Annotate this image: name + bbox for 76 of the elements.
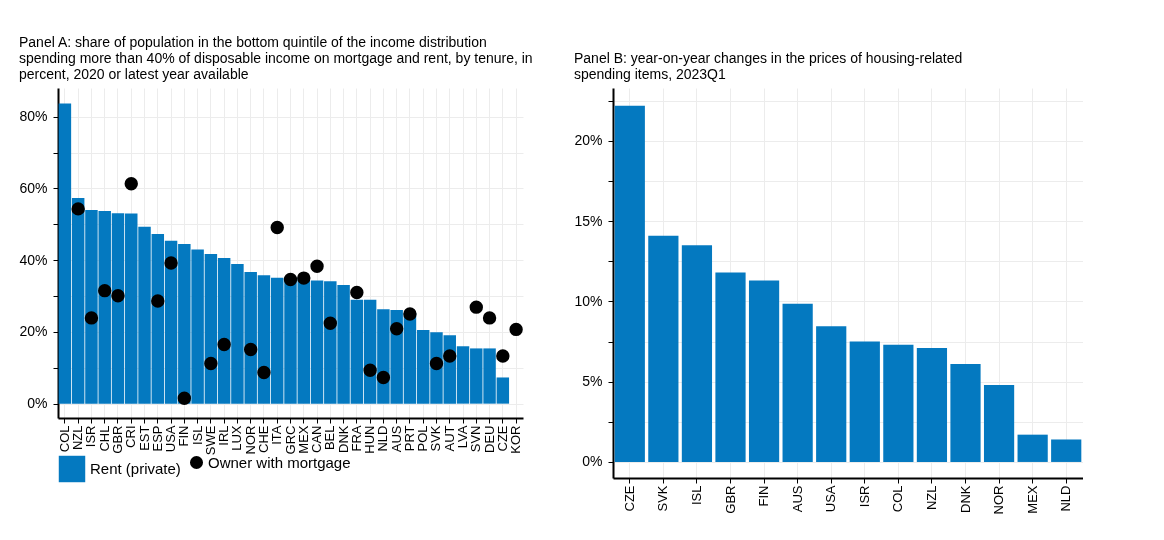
- bar: [983, 384, 1015, 462]
- x-tick-label: SWE: [202, 425, 218, 456]
- x-tick-label: KOR: [508, 425, 524, 454]
- bar: [849, 341, 880, 462]
- x-tick-label: AUT: [441, 425, 457, 452]
- x-tick-label: NZL: [923, 485, 939, 511]
- x-tick-label: SVK: [655, 485, 671, 512]
- y-tick-label: 0%: [582, 453, 603, 470]
- x-tick-label: FIN: [176, 425, 192, 447]
- x-tick-label: BEL: [322, 425, 338, 451]
- bar: [681, 245, 713, 462]
- x-tick-label: DNK: [957, 485, 973, 513]
- bar: [715, 272, 746, 462]
- x-tick-label: ISL: [189, 425, 205, 446]
- y-tick-label: 5%: [582, 373, 603, 390]
- x-tick-label: DEU: [481, 425, 497, 453]
- bar: [816, 326, 847, 462]
- x-tick-label: USA: [163, 425, 179, 453]
- y-tick-label: 20%: [19, 323, 48, 340]
- y-tick-label: 10%: [574, 292, 603, 309]
- x-tick-label: EST: [136, 425, 152, 451]
- x-tick-label: GBR: [722, 485, 738, 514]
- x-tick-label: CRI: [123, 425, 139, 448]
- x-tick-label: AUS: [388, 425, 404, 453]
- x-tick-label: AUS: [789, 485, 805, 513]
- x-tick-label: DNK: [335, 425, 351, 453]
- x-tick-label: ISR: [856, 485, 872, 508]
- y-tick-label: 20%: [574, 132, 603, 149]
- x-tick-label: MEX: [295, 425, 311, 454]
- chart-title: Panel A: share of population in the bottom quintile of the income distribution spending more than 40% of disposable income on mortgage and rent, by tenure, in percent, 2020 or latest year available: [18, 34, 533, 82]
- bar: [950, 364, 981, 462]
- x-tick-label: GRC: [282, 425, 298, 455]
- x-tick-label: ITA: [269, 425, 285, 445]
- x-tick-label: POL: [415, 425, 431, 452]
- x-tick-label: LVA: [455, 425, 471, 449]
- x-tick-label: HUN: [362, 425, 378, 454]
- y-tick-label: 80%: [19, 108, 48, 125]
- x-tick-label: COL: [56, 425, 72, 453]
- bar: [614, 105, 645, 462]
- bar: [748, 280, 780, 462]
- x-tick-label: NZL: [70, 425, 86, 451]
- x-tick-label: ISR: [83, 425, 99, 448]
- x-tick-label: ISL: [688, 485, 704, 506]
- y-tick-label: 0%: [27, 395, 48, 412]
- x-tick-label: IRL: [216, 425, 232, 446]
- x-tick-label: SVN: [468, 425, 484, 453]
- x-tick-label: USA: [823, 485, 839, 513]
- bar: [782, 303, 813, 462]
- bar: [1017, 434, 1048, 462]
- legend-label: Rent (private): [90, 460, 181, 477]
- x-tick-label: CZE: [621, 485, 637, 512]
- x-tick-label: GBR: [109, 425, 125, 454]
- x-tick-label: NLD: [1058, 485, 1074, 512]
- x-tick-label: LUX: [229, 425, 245, 451]
- bar: [1051, 439, 1082, 462]
- x-tick-label: COL: [890, 485, 906, 513]
- x-tick-label: NOR: [991, 485, 1007, 515]
- y-tick-label: 40%: [19, 251, 48, 268]
- x-tick-label: CHE: [255, 425, 271, 453]
- x-tick-label: NOR: [242, 425, 258, 455]
- chart-title: Panel B: year-on-year changes in the prices of housing-related spending items, 2023Q1: [573, 50, 963, 82]
- x-tick-label: FIN: [756, 485, 772, 507]
- y-tick-label: 15%: [574, 212, 603, 229]
- y-tick-label: 60%: [19, 179, 48, 196]
- x-tick-label: PRT: [401, 425, 417, 452]
- x-tick-label: CZE: [494, 425, 510, 452]
- x-tick-label: ESP: [149, 425, 165, 452]
- x-tick-label: NLD: [375, 425, 391, 452]
- bar: [883, 344, 914, 462]
- x-tick-label: CAN: [309, 425, 325, 453]
- bar: [648, 235, 679, 462]
- x-tick-label: MEX: [1024, 485, 1040, 514]
- x-tick-label: CHL: [96, 425, 112, 452]
- x-tick-label: SVK: [428, 425, 444, 452]
- x-tick-label: FRA: [348, 425, 364, 452]
- bar: [916, 348, 948, 462]
